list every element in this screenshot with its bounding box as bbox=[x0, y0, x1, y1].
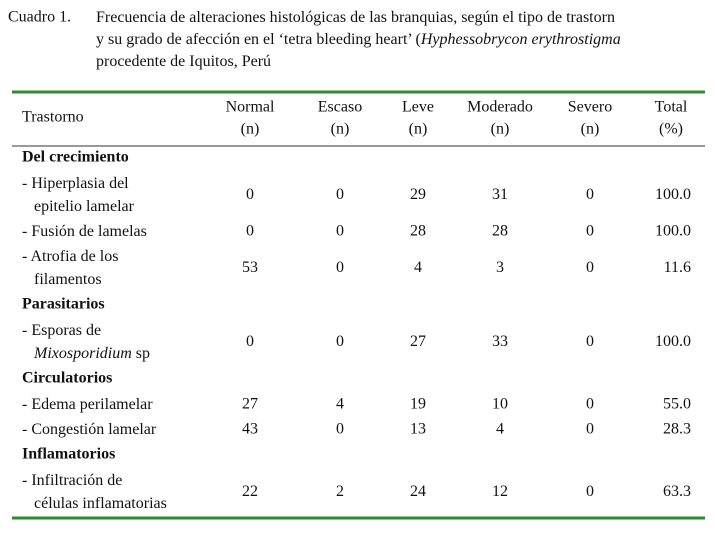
cell-value: 11.6 bbox=[664, 259, 691, 276]
caption-line: y su grado de afección en el ‘tetra blee… bbox=[96, 31, 621, 48]
cell-value: 33 bbox=[492, 333, 508, 350]
cell-value: 55.0 bbox=[663, 396, 691, 413]
cell-value: 53 bbox=[242, 259, 258, 276]
cell-value: 0 bbox=[586, 259, 594, 276]
column-name: Leve bbox=[402, 99, 434, 116]
cell-value: 0 bbox=[586, 333, 594, 350]
cell-value: 0 bbox=[246, 186, 254, 203]
cell-value: 0 bbox=[336, 186, 344, 203]
text-segment: procedente de Iquitos, Perú bbox=[96, 53, 271, 70]
cell-value: 100.0 bbox=[655, 333, 691, 350]
column-unit: (n) bbox=[409, 121, 428, 138]
text-segment: - Edema perilamelar bbox=[22, 396, 153, 413]
cell-value: 63.3 bbox=[663, 483, 691, 500]
cell-value: 0 bbox=[336, 223, 344, 240]
column-unit: (n) bbox=[581, 121, 600, 138]
text-segment: - Hiperplasia del bbox=[22, 175, 129, 192]
cell-value: 27 bbox=[242, 396, 258, 413]
column-name: Total bbox=[655, 99, 688, 116]
caption-line: Frecuencia de alteraciones histológicas … bbox=[96, 9, 615, 26]
row-label: - Infiltración de bbox=[22, 472, 122, 489]
text-segment: - Congestión lamelar bbox=[22, 421, 157, 438]
cell-value: 31 bbox=[492, 186, 508, 203]
row-label: - Atrofia de los bbox=[22, 248, 118, 265]
group-title: Parasitarios bbox=[22, 296, 105, 313]
cell-value: 10 bbox=[492, 396, 508, 413]
cell-value: 22 bbox=[242, 483, 258, 500]
cell-value: 100.0 bbox=[655, 223, 691, 240]
cell-value: 0 bbox=[246, 333, 254, 350]
cell-value: 28 bbox=[410, 223, 426, 240]
column-unit: (n) bbox=[491, 121, 510, 138]
cell-value: 29 bbox=[410, 186, 426, 203]
cell-value: 13 bbox=[410, 421, 426, 438]
text-segment: y su grado de afección en el ‘tetra blee… bbox=[96, 31, 421, 48]
text-segment: Frecuencia de alteraciones histológicas … bbox=[96, 9, 615, 26]
cell-value: 3 bbox=[496, 259, 504, 276]
cell-value: 100.0 bbox=[655, 186, 691, 203]
text-segment: Mixosporidium bbox=[33, 345, 132, 362]
group-title: Del crecimiento bbox=[22, 149, 129, 166]
row-label: filamentos bbox=[34, 271, 102, 288]
cell-value: 12 bbox=[492, 483, 508, 500]
header-first: Trastorno bbox=[22, 109, 84, 126]
text-segment: epitelio lamelar bbox=[34, 198, 135, 215]
cell-value: 4 bbox=[336, 396, 344, 413]
column-unit: (%) bbox=[659, 121, 683, 138]
row-label: - Edema perilamelar bbox=[22, 396, 153, 413]
row-label: - Congestión lamelar bbox=[22, 421, 157, 438]
text-segment: - Fusión de lamelas bbox=[22, 223, 147, 240]
text-segment: sp bbox=[136, 345, 150, 362]
row-label: - Hiperplasia del bbox=[22, 175, 129, 192]
row-label: - Fusión de lamelas bbox=[22, 223, 147, 240]
cell-value: 19 bbox=[410, 396, 426, 413]
row-label: - Esporas de bbox=[22, 322, 101, 339]
cell-value: 0 bbox=[586, 186, 594, 203]
cell-value: 0 bbox=[336, 333, 344, 350]
cell-value: 0 bbox=[336, 421, 344, 438]
cell-value: 0 bbox=[246, 223, 254, 240]
text-segment: - Infiltración de bbox=[22, 472, 122, 489]
cell-value: 0 bbox=[336, 259, 344, 276]
cell-value: 0 bbox=[586, 396, 594, 413]
column-name: Escaso bbox=[318, 99, 362, 116]
cell-value: 28 bbox=[492, 223, 508, 240]
text-segment: Hyphessobrycon erythrostigma bbox=[420, 31, 621, 48]
cell-value: 4 bbox=[496, 421, 504, 438]
cell-value: 4 bbox=[414, 259, 422, 276]
text-segment: - Esporas de bbox=[22, 322, 101, 339]
cell-value: 43 bbox=[242, 421, 258, 438]
cell-value: 24 bbox=[410, 483, 426, 500]
text-segment: filamentos bbox=[34, 271, 102, 288]
cell-value: 28.3 bbox=[663, 421, 691, 438]
cell-value: 0 bbox=[586, 483, 594, 500]
row-label: células inflamatorias bbox=[34, 495, 167, 512]
column-unit: (n) bbox=[241, 121, 260, 138]
column-name: Normal bbox=[226, 99, 275, 116]
cell-value: 2 bbox=[336, 483, 344, 500]
group-title: Circulatorios bbox=[22, 370, 112, 387]
text-segment: células inflamatorias bbox=[34, 495, 167, 512]
cell-value: 0 bbox=[586, 421, 594, 438]
group-title: Inflamatorios bbox=[22, 446, 115, 463]
column-name: Moderado bbox=[467, 99, 533, 116]
column-name: Severo bbox=[568, 99, 612, 116]
column-unit: (n) bbox=[331, 121, 350, 138]
caption-line: procedente de Iquitos, Perú bbox=[96, 53, 271, 70]
row-label: epitelio lamelar bbox=[34, 198, 135, 215]
cell-value: 27 bbox=[410, 333, 426, 350]
cell-value: 0 bbox=[586, 223, 594, 240]
row-label: Mixosporidium sp bbox=[33, 345, 150, 362]
text-segment: - Atrofia de los bbox=[22, 248, 118, 265]
caption-label: Cuadro 1. bbox=[8, 9, 71, 26]
